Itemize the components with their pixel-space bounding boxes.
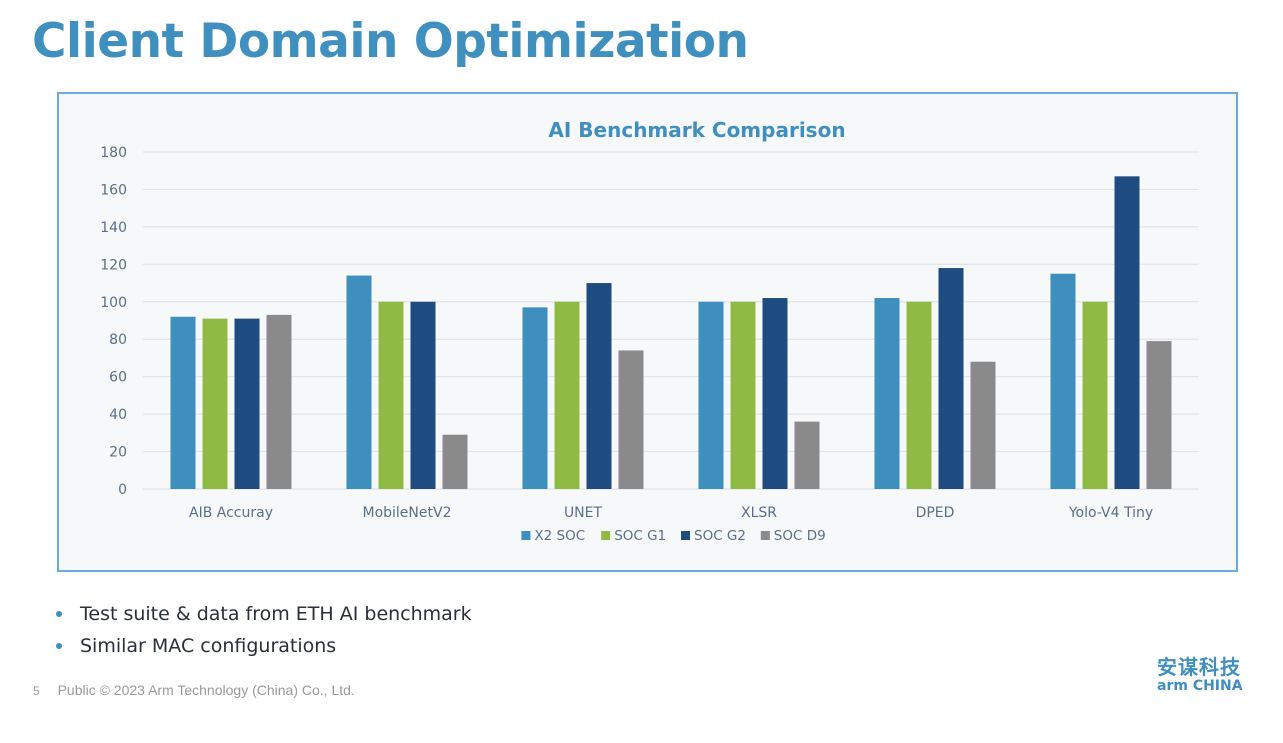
arm-china-logo: 安谋科技 arm CHINA bbox=[1157, 656, 1243, 694]
bar-soc-d9 bbox=[442, 434, 468, 489]
x-tick-label: MobileNetV2 bbox=[363, 505, 452, 521]
bar-soc-d9 bbox=[1146, 341, 1172, 489]
bullet-dot-icon bbox=[56, 643, 62, 649]
bar-soc-d9 bbox=[618, 350, 644, 489]
bullet-item: Test suite & data from ETH AI benchmark bbox=[56, 598, 472, 630]
logo-english-text: arm CHINA bbox=[1157, 678, 1243, 694]
copyright-text: Public © 2023 Arm Technology (China) Co.… bbox=[57, 682, 355, 698]
y-tick-label: 40 bbox=[109, 407, 127, 423]
x-tick-label: UNET bbox=[564, 505, 603, 521]
y-tick-label: 60 bbox=[109, 370, 127, 386]
bar-soc-g1 bbox=[906, 301, 932, 489]
y-tick-label: 20 bbox=[109, 445, 127, 461]
bar-soc-g1 bbox=[202, 318, 228, 489]
legend-label: SOC G1 bbox=[614, 528, 666, 544]
y-tick-label: 0 bbox=[118, 482, 127, 498]
bar-soc-g2 bbox=[586, 283, 612, 489]
bar-soc-g1 bbox=[378, 301, 404, 489]
bullet-text: Similar MAC configurations bbox=[80, 635, 337, 657]
x-tick-label: AIB Accuray bbox=[189, 505, 273, 521]
y-tick-label: 140 bbox=[100, 220, 127, 236]
bar-soc-g2 bbox=[938, 268, 964, 489]
y-tick-label: 80 bbox=[109, 332, 127, 348]
bar-soc-g2 bbox=[410, 301, 436, 489]
bar-chart: AI Benchmark Comparison 0 20 40 60 80 100 120 14… bbox=[100, 118, 1199, 544]
legend-label: SOC D9 bbox=[774, 528, 826, 544]
legend-label: X2 SOC bbox=[534, 528, 585, 544]
bar-x2-soc bbox=[522, 307, 548, 489]
legend-swatch-icon bbox=[760, 531, 770, 540]
bar-soc-g2 bbox=[1114, 176, 1140, 489]
legend-swatch-icon bbox=[681, 531, 690, 540]
footer: 5 Public © 2023 Arm Technology (China) C… bbox=[33, 682, 355, 698]
y-tick-label: 180 bbox=[100, 145, 127, 161]
x-tick-label: DPED bbox=[916, 505, 955, 521]
legend-swatch-icon bbox=[521, 531, 531, 540]
bullet-list: Test suite & data from ETH AI benchmark … bbox=[56, 598, 472, 662]
bar-soc-g1 bbox=[730, 301, 756, 489]
bar-soc-d9 bbox=[266, 314, 292, 489]
bar-x2-soc bbox=[346, 275, 372, 489]
chart-container: AI Benchmark Comparison 0 20 40 60 80 100 120 14… bbox=[57, 92, 1238, 572]
bar-soc-g2 bbox=[234, 318, 260, 489]
y-tick-label: 100 bbox=[100, 295, 127, 311]
bullet-text: Test suite & data from ETH AI benchmark bbox=[80, 603, 472, 625]
bar-x2-soc bbox=[170, 316, 196, 489]
bar-soc-g1 bbox=[554, 301, 580, 489]
chart-title: AI Benchmark Comparison bbox=[548, 118, 845, 142]
bar-soc-g2 bbox=[762, 298, 788, 489]
bar-soc-g1 bbox=[1082, 301, 1108, 489]
legend-label: SOC G2 bbox=[694, 528, 746, 544]
page-number: 5 bbox=[33, 684, 40, 698]
bar-x2-soc bbox=[1050, 273, 1076, 489]
y-tick-label: 120 bbox=[100, 257, 127, 273]
x-tick-label: XLSR bbox=[741, 505, 777, 521]
bullet-item: Similar MAC configurations bbox=[56, 630, 472, 662]
logo-chinese-text: 安谋科技 bbox=[1157, 655, 1241, 679]
x-tick-label: Yolo-V4 Tiny bbox=[1068, 505, 1153, 521]
bar-soc-d9 bbox=[794, 421, 820, 489]
bar-x2-soc bbox=[874, 298, 900, 489]
y-tick-label: 160 bbox=[100, 182, 127, 198]
slide-title: Client Domain Optimization bbox=[32, 14, 749, 69]
legend-swatch-icon bbox=[601, 531, 611, 540]
bar-soc-d9 bbox=[970, 361, 996, 489]
bullet-dot-icon bbox=[56, 611, 62, 617]
bar-x2-soc bbox=[698, 301, 724, 489]
